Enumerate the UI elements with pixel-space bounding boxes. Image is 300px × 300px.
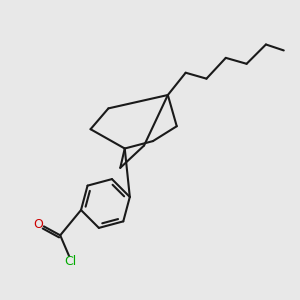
Text: O: O xyxy=(34,218,44,231)
Text: Cl: Cl xyxy=(64,255,77,268)
